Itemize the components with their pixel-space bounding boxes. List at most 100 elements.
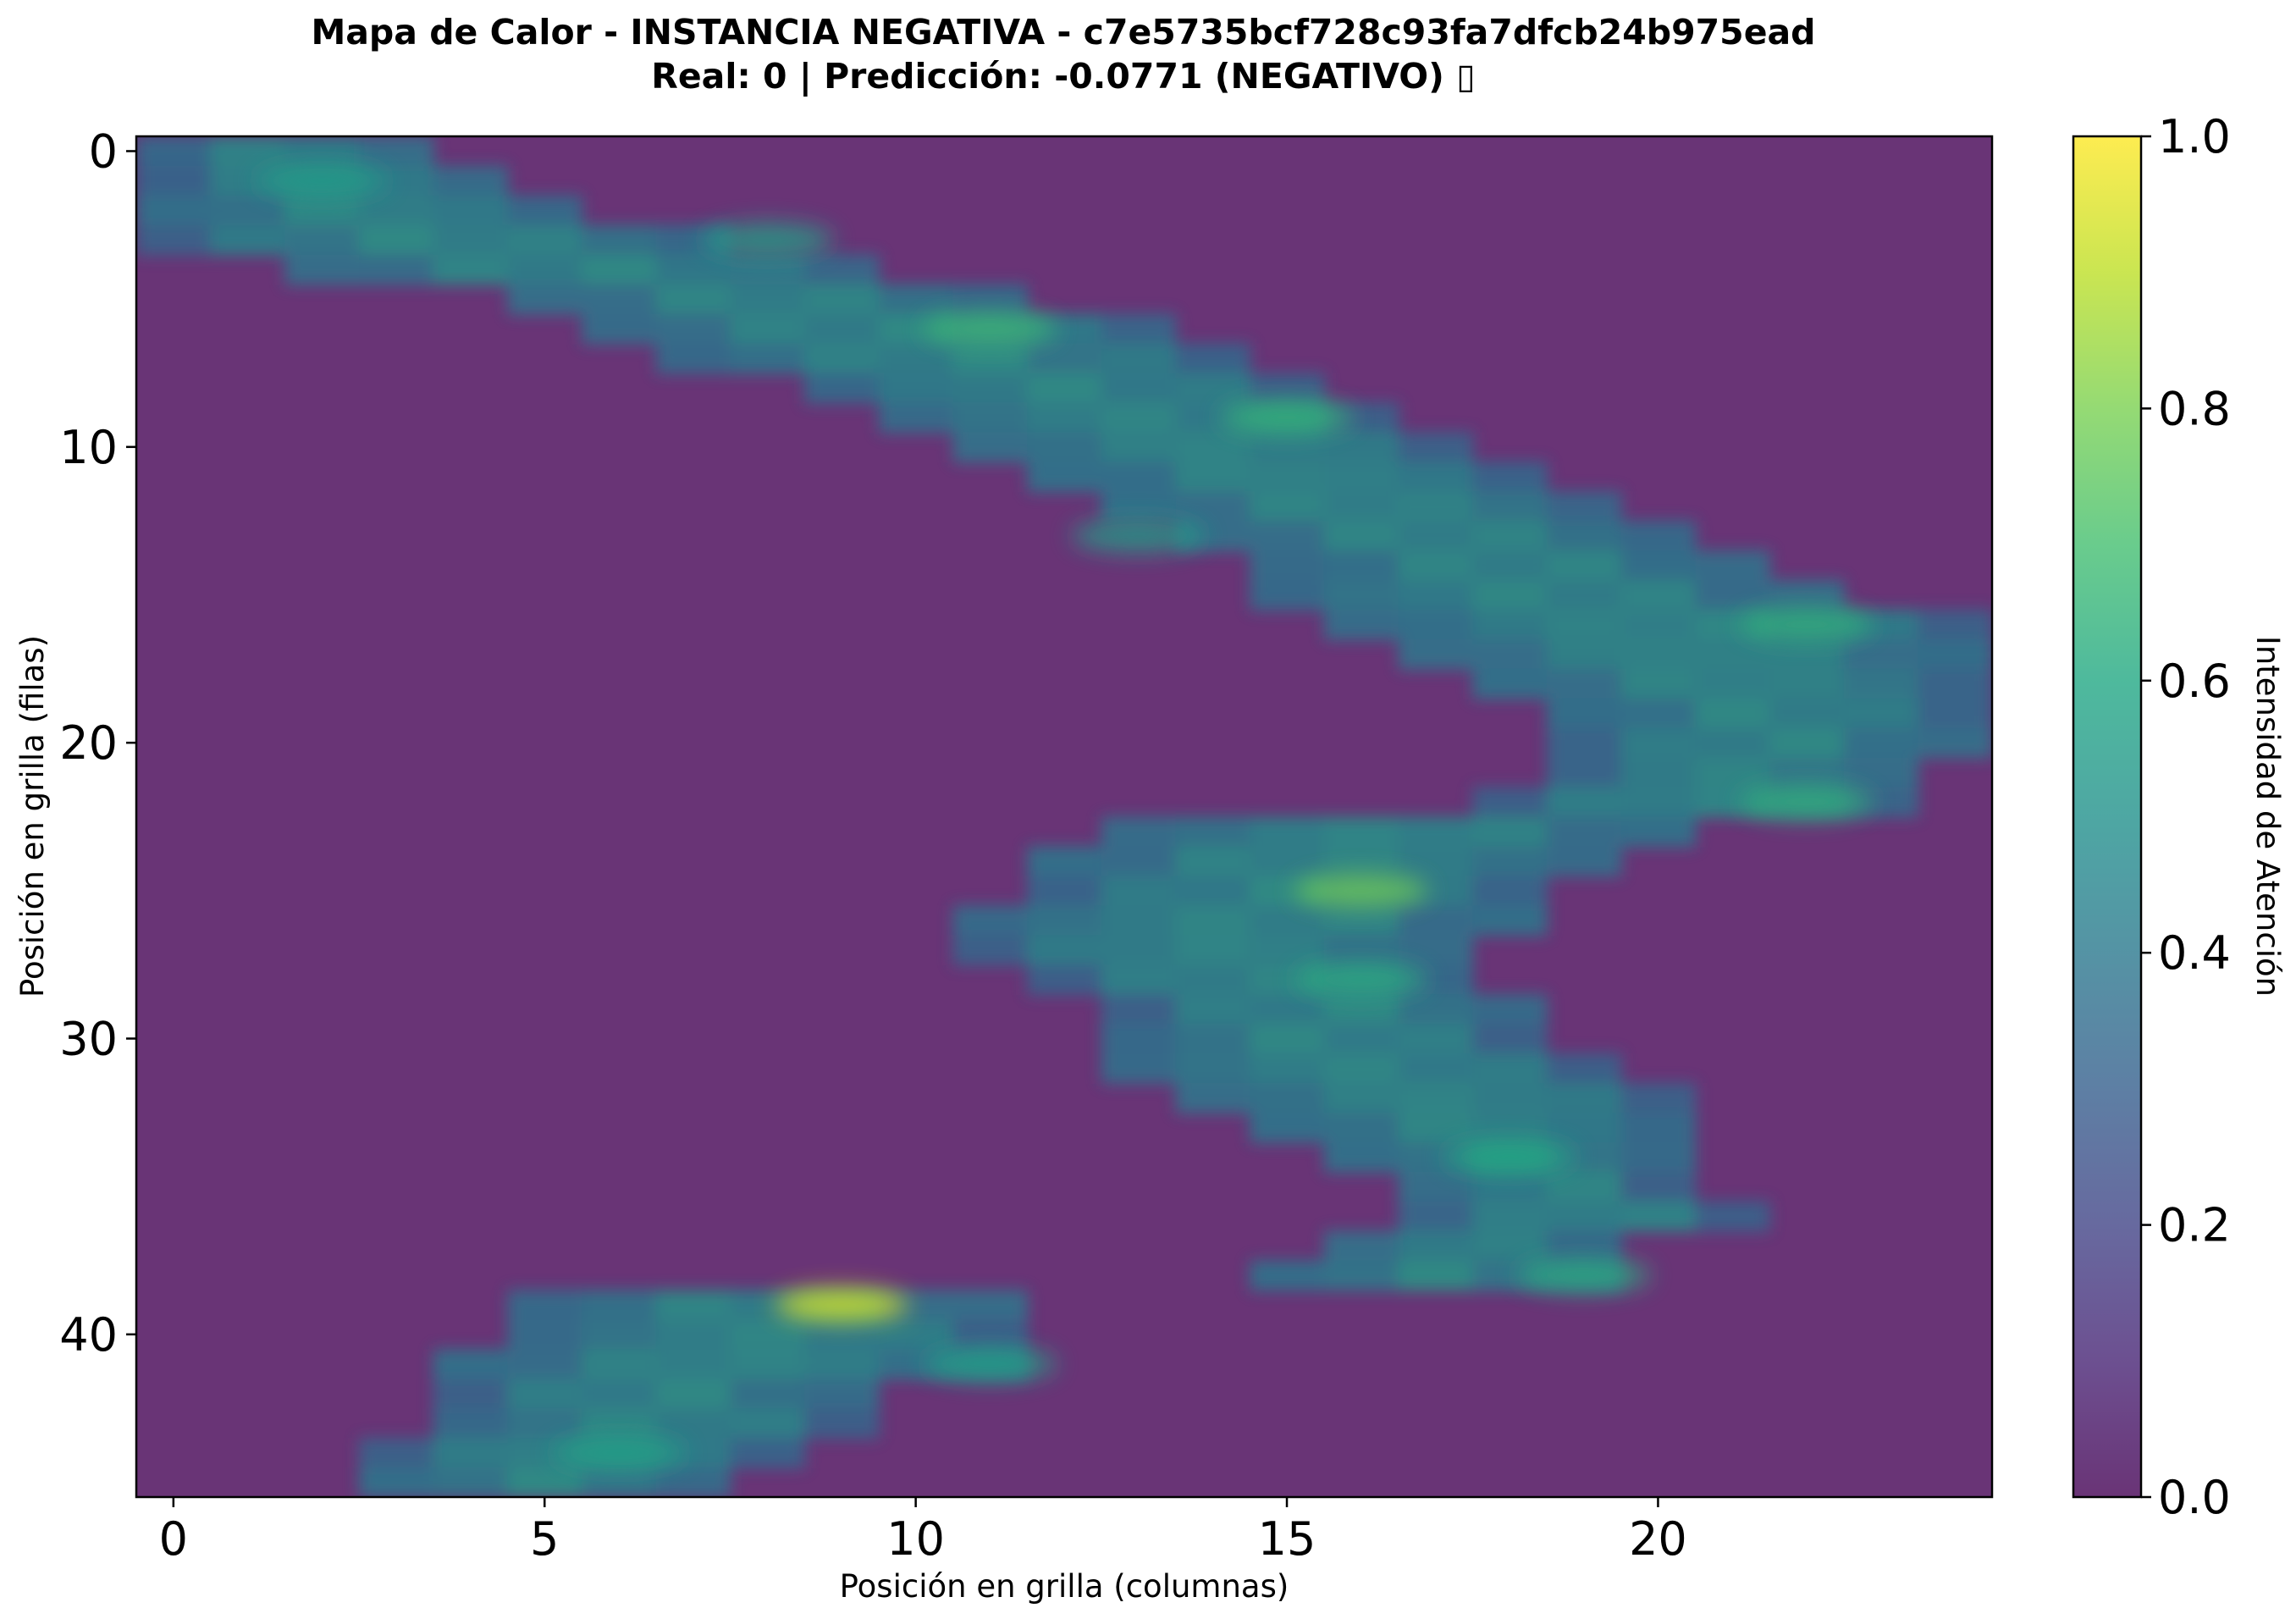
heatmap-cell [1323,461,1399,493]
heatmap-cell [730,1379,806,1410]
heatmap-cell [730,1408,806,1439]
heatmap-cell [1175,373,1251,404]
heatmap-cell [1918,668,1992,699]
heatmap-cell [1620,757,1697,788]
heatmap-cell [582,1290,657,1321]
x-tick-label: 0 [159,1512,188,1566]
heatmap-cell [1918,727,1992,759]
heatmap-cell [1472,1053,1548,1084]
heatmap-cell [1323,1053,1399,1084]
heatmap-cell [1175,846,1251,877]
heatmap-cell [359,1467,434,1497]
heatmap-cell [952,343,1029,374]
heatmap-cell [655,284,731,315]
heatmap-hotspot [1739,785,1874,819]
heatmap-cell [1546,1082,1622,1113]
heatmap-cell [1472,609,1548,640]
heatmap-cell [210,195,286,226]
heatmap-cell [1175,816,1251,848]
heatmap-cell [1250,905,1325,937]
heatmap-cell [1472,668,1548,699]
heatmap-cell [1918,609,1992,640]
heatmap-cell [1101,402,1177,434]
heatmap-cell [730,1438,806,1469]
y-axis-label: Posición en grilla (filas) [14,635,51,997]
heatmap-cell [1398,638,1474,670]
heatmap-cell [655,1290,731,1321]
heatmap-cell [1027,343,1102,374]
colorbar-tick-label: 0.6 [2158,655,2231,708]
heatmap-cell [1027,905,1102,937]
heatmap-cell [1769,580,1845,611]
heatmap-cell [1398,905,1474,937]
heatmap-cell [952,432,1029,463]
heatmap-cell [952,905,1029,937]
heatmap-cell [1250,491,1325,522]
x-tick-label: 10 [886,1512,945,1566]
heatmap-cell [1101,461,1177,493]
heatmap-cell [1546,1230,1622,1262]
heatmap-cell [582,254,657,285]
heatmap-cell [1175,905,1251,937]
x-axis: 0 5 10 15 20 [159,1497,1687,1566]
heatmap-cell [359,224,434,256]
heatmap-cell [1546,668,1622,699]
heatmap-cell [136,224,212,256]
attention-hotspots [255,164,1874,1469]
heatmap-cell [1398,521,1474,552]
heatmap-cell [582,224,657,256]
heatmap-cell [1918,638,1992,670]
heatmap-cell [730,254,806,285]
heatmap-cell [1101,491,1177,522]
heatmap-cell [1323,609,1399,640]
y-tick-label: 40 [59,1308,118,1362]
heatmap-cell [1769,727,1845,759]
heatmap-cell [1027,461,1102,493]
heatmap-cell [1101,343,1177,374]
heatmap-cell [1101,816,1177,848]
heatmap-cell [1695,668,1770,699]
heatmap-cell [1398,432,1474,463]
x-axis-label: Posición en grilla (columnas) [840,1568,1289,1605]
heatmap-cell [433,1408,509,1439]
heatmap-cell [1546,816,1622,848]
colorbar-frame [2072,135,2143,1499]
heatmap-cell [1620,580,1697,611]
heatmap-cell [1620,727,1697,759]
heatmap-cell [952,402,1029,434]
y-tick-label: 20 [59,716,118,770]
heatmap-cell [1250,1260,1325,1291]
heatmap-cell [1620,1171,1697,1202]
heatmap-cell [1546,1201,1622,1232]
heatmap-cell [1175,1053,1251,1084]
heatmap-cell [1323,1112,1399,1143]
heatmap-cell [1620,1201,1697,1232]
heatmap-cell [1695,550,1770,582]
heatmap-cell [730,284,806,315]
heatmap-cell [1472,905,1548,937]
heatmap-cell [1175,491,1251,522]
heatmap-cell [582,1379,657,1410]
colorbar-tick-label: 0.4 [2158,926,2231,980]
heatmap-cell [878,343,954,374]
chart-title-line-2: Real: 0 | Predicción: -0.0771 (NEGATIVO)… [651,56,1476,97]
heatmap-cell [1101,432,1177,463]
heatmap-cell [1620,521,1697,552]
heatmap-cell [1323,491,1399,522]
heatmap-cell [1250,816,1325,848]
heatmap-cell [507,1379,583,1410]
heatmap-cell [1472,1082,1548,1113]
heatmap-cell [1620,1112,1697,1143]
y-axis: 0 10 20 30 40 [59,124,136,1362]
heatmap-cell [1472,787,1548,818]
heatmap-cell [1250,1112,1325,1143]
heatmap-cell [582,1408,657,1439]
heatmap-cell [284,136,361,167]
heatmap-cell [1101,994,1177,1025]
x-tick-label: 20 [1629,1512,1687,1566]
heatmap-cell [507,1319,583,1351]
heatmap-cell [1250,550,1325,582]
heatmap-cell [1323,1024,1399,1054]
heatmap-cell [507,195,583,226]
